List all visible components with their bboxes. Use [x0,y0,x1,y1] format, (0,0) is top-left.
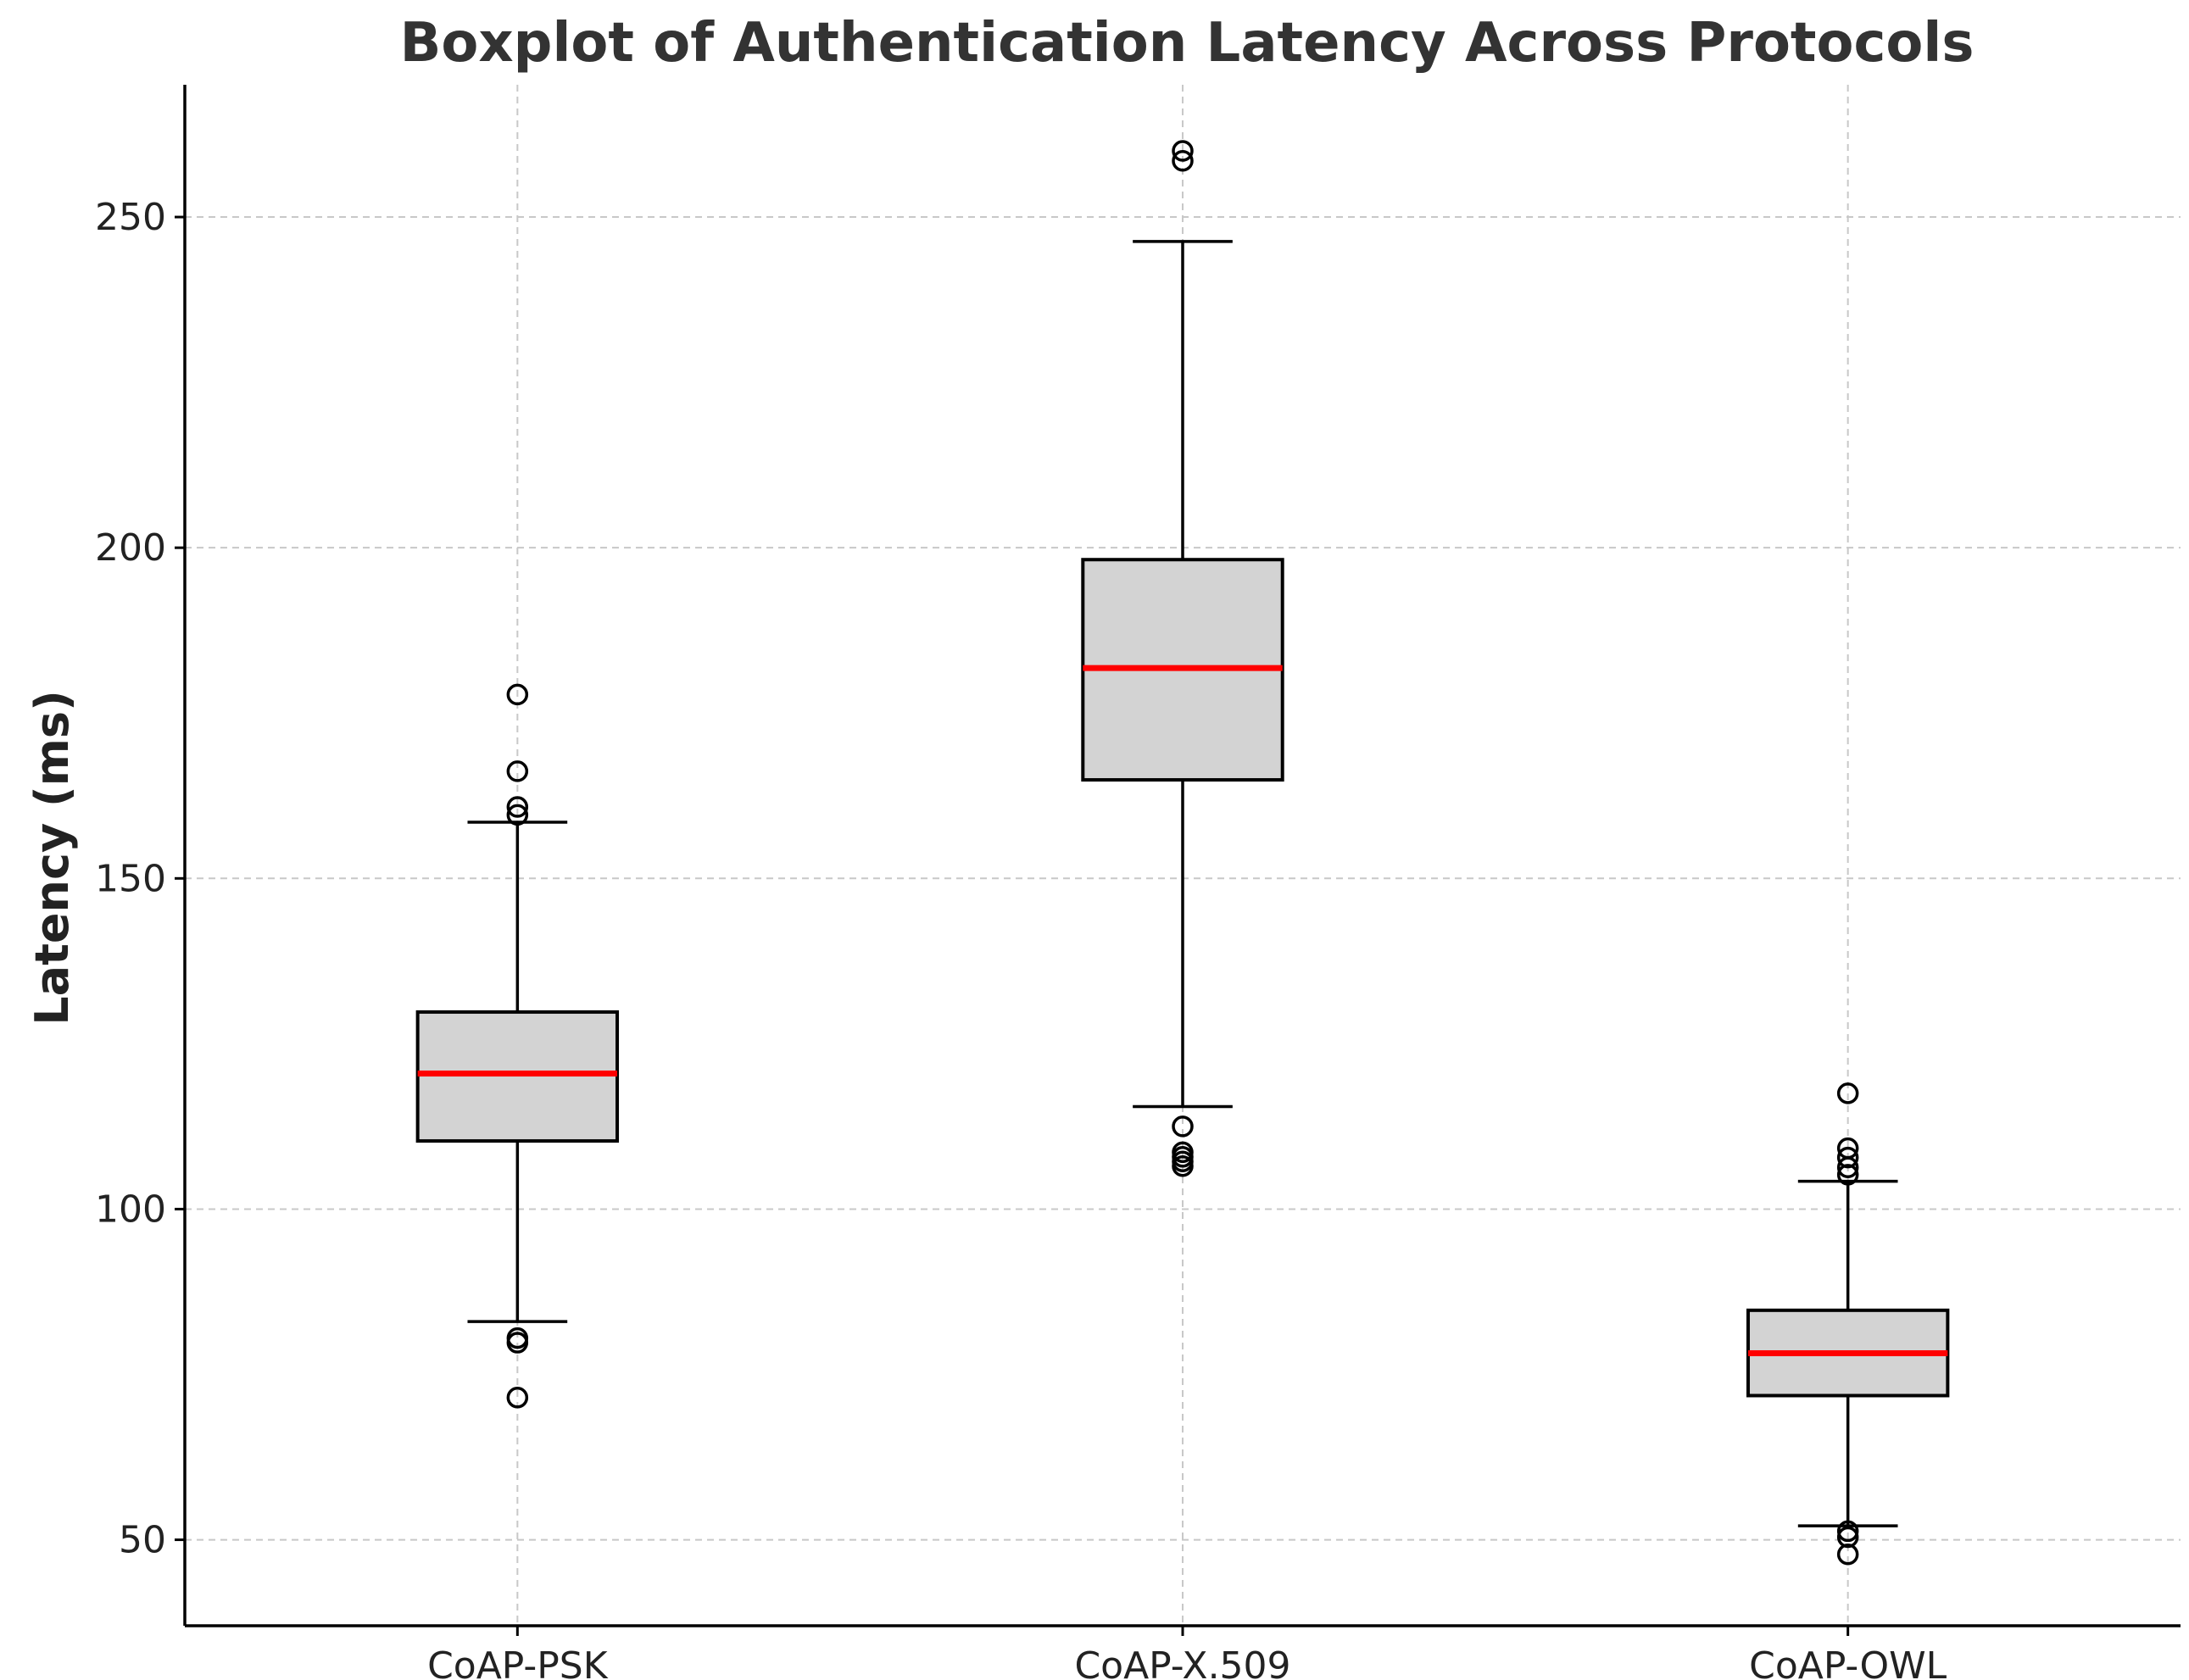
outlier-point [506,1327,529,1349]
outlier-point [506,796,529,818]
outlier-point [1172,140,1194,162]
axis-layer: 50 100 150 200 250 CoAP-PSK CoAP-X.509 CoAP-OWL [95,85,2181,1680]
outlier-point [1172,1115,1194,1138]
box-group-coap-psk [415,683,620,1409]
outlier-point [1836,1146,1859,1169]
outlier-point [1172,149,1194,172]
y-tick-label: 250 [95,196,166,239]
x-tick-label: CoAP-PSK [427,1644,609,1680]
chart-title: Boxplot of Authentication Latency Across… [400,12,1975,75]
y-axis-label: Latency (ms) [25,690,79,1026]
outlier-point [1836,1137,1859,1160]
outlier-point [1836,1082,1859,1104]
x-tick-label: CoAP-OWL [1749,1644,1947,1680]
y-tick-label: 200 [95,526,166,570]
outlier-point [1836,1520,1859,1543]
outlier-point [1172,1141,1194,1164]
box-group-coap-owl [1746,1082,1950,1566]
iqr-box [415,1010,620,1143]
outlier-point [506,1387,529,1409]
box-layer [415,140,1950,1566]
outlier-point [506,804,529,826]
outlier-point [506,760,529,782]
y-tick-label: 150 [95,857,166,900]
outlier-point [506,683,529,706]
y-tick-label: 100 [95,1188,166,1231]
x-tick-label: CoAP-X.509 [1074,1644,1290,1680]
y-tick-label: 50 [119,1519,166,1562]
outlier-point [1836,1526,1859,1549]
box-group-coap-x-509 [1081,140,1284,1177]
